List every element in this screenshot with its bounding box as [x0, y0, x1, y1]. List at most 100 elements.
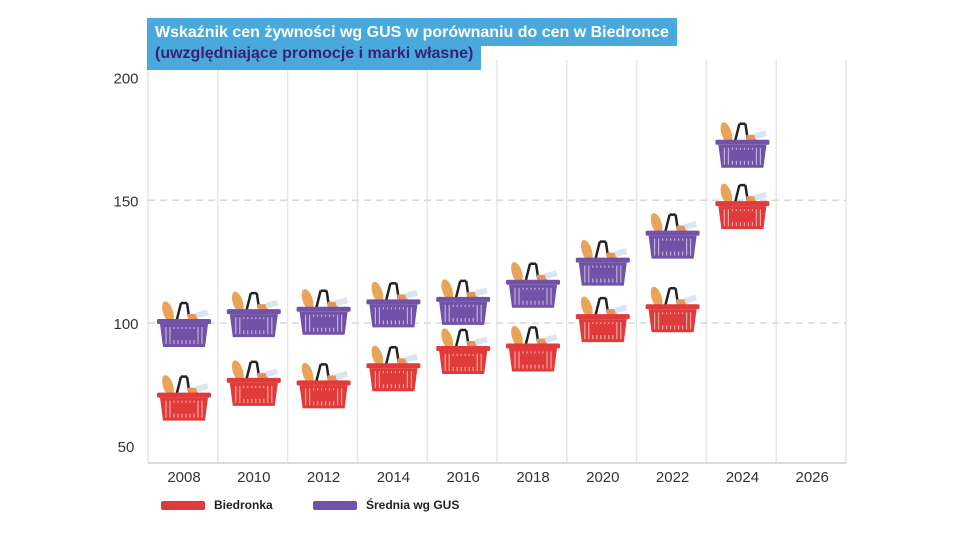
- basket-rim: [296, 380, 351, 386]
- food-icon: [257, 304, 268, 312]
- food-icon: [537, 274, 547, 282]
- food-icon: [746, 196, 757, 204]
- bread-icon: [371, 345, 384, 367]
- bottle-icon: [614, 248, 628, 258]
- basket-marker-biedronka: [226, 360, 281, 406]
- basket-label: [591, 267, 614, 279]
- bread-icon: [162, 301, 174, 323]
- basket-marker-gus: [506, 262, 560, 308]
- basket-label: [731, 211, 754, 223]
- legend-label-biedronka: Biedronka: [214, 498, 273, 512]
- basket-marker-biedronka: [157, 375, 211, 421]
- bread-icon: [580, 240, 593, 262]
- chart-title: Wskaźnik cen żywności wg GUS w porównani…: [155, 24, 669, 41]
- basket-rim: [226, 377, 281, 383]
- basket-rim: [506, 343, 560, 349]
- chart-subtitle: (uwzględniające promocje i marki własne): [155, 45, 474, 62]
- food-icon: [397, 358, 408, 366]
- bottle-icon: [335, 297, 349, 307]
- basket-label: [522, 353, 544, 365]
- basket-marker-biedronka: [715, 183, 770, 230]
- legend-item-biedronka: Biedronka: [161, 498, 273, 512]
- bottle-icon: [684, 294, 698, 304]
- bottle-icon: [474, 287, 488, 297]
- basket-marker-gus: [296, 289, 351, 335]
- bread-icon: [720, 183, 733, 205]
- bread-icon: [162, 375, 174, 397]
- basket-rim: [645, 304, 700, 310]
- basket-rim: [157, 319, 211, 324]
- x-tick-label: 2012: [307, 469, 340, 486]
- basket-marker-gus: [366, 281, 421, 328]
- basket-label: [382, 373, 405, 385]
- basket-rim: [575, 257, 630, 263]
- x-tick-label: 2018: [516, 469, 549, 486]
- basket-label: [173, 329, 195, 340]
- food-icon: [537, 338, 547, 346]
- legend-label-gus: Średnia wg GUS: [366, 498, 460, 512]
- legend-swatch-biedronka: [161, 500, 205, 510]
- basket-label: [452, 306, 475, 318]
- basket-marker-biedronka: [575, 296, 630, 343]
- bread-icon: [441, 328, 454, 350]
- bottle-icon: [684, 221, 698, 231]
- legend-swatch-gus: [313, 500, 357, 510]
- basket-label: [173, 402, 195, 414]
- basket-label: [661, 314, 684, 326]
- basket-marker-gus: [157, 301, 211, 347]
- y-tick-label: 50: [118, 439, 135, 456]
- food-icon: [327, 375, 338, 383]
- basket-rim: [436, 346, 491, 352]
- basket-rim: [226, 309, 281, 315]
- bread-icon: [301, 289, 314, 311]
- basket-marker-gus: [645, 213, 700, 259]
- bread-icon: [231, 291, 244, 313]
- chart-title-box: Wskaźnik cen żywności wg GUS w porównani…: [147, 18, 677, 46]
- bottle-icon: [335, 370, 349, 380]
- bottle-icon: [404, 289, 418, 299]
- x-tick-label: 2010: [237, 469, 270, 486]
- basket-rim: [575, 314, 630, 320]
- food-icon: [467, 341, 478, 349]
- x-tick-label: 2014: [377, 469, 410, 486]
- food-icon: [676, 225, 687, 233]
- bottle-icon: [753, 130, 767, 140]
- basket-label: [522, 289, 544, 301]
- food-icon: [606, 252, 617, 260]
- bottle-icon: [753, 191, 767, 201]
- basket-rim: [506, 279, 560, 285]
- bread-icon: [650, 286, 663, 308]
- bottle-icon: [195, 383, 209, 393]
- basket-label: [242, 319, 265, 331]
- food-icon: [676, 299, 687, 307]
- basket-rim: [436, 296, 491, 302]
- bread-icon: [301, 362, 314, 384]
- basket-label: [382, 309, 405, 321]
- legend-item-gus: Średnia wg GUS: [313, 498, 459, 512]
- basket-label: [312, 316, 335, 328]
- bread-icon: [650, 213, 663, 235]
- basket-rim: [157, 392, 211, 398]
- basket-marker-biedronka: [436, 328, 491, 375]
- basket-label: [312, 390, 335, 402]
- basket-rim: [715, 139, 770, 145]
- basket-marker-biedronka: [506, 325, 560, 372]
- bread-icon: [720, 122, 733, 144]
- y-tick-label: 150: [113, 193, 138, 210]
- bottle-icon: [265, 299, 279, 309]
- chart-subtitle-box: (uwzględniające promocje i marki własne): [147, 43, 482, 70]
- basket-marker-biedronka: [645, 286, 700, 333]
- basket-marker-gus: [226, 291, 281, 338]
- y-tick-label: 100: [113, 316, 138, 333]
- x-tick-label: 2022: [656, 469, 689, 486]
- bottle-icon: [614, 304, 628, 314]
- basket-marker-gus: [436, 279, 491, 325]
- food-icon: [467, 291, 478, 299]
- bottle-icon: [544, 334, 558, 344]
- bottle-icon: [265, 368, 279, 378]
- bread-icon: [580, 296, 593, 318]
- basket-rim: [715, 201, 770, 207]
- basket-label: [242, 387, 265, 399]
- x-tick-label: 2016: [447, 469, 480, 486]
- basket-marker-biedronka: [296, 362, 351, 409]
